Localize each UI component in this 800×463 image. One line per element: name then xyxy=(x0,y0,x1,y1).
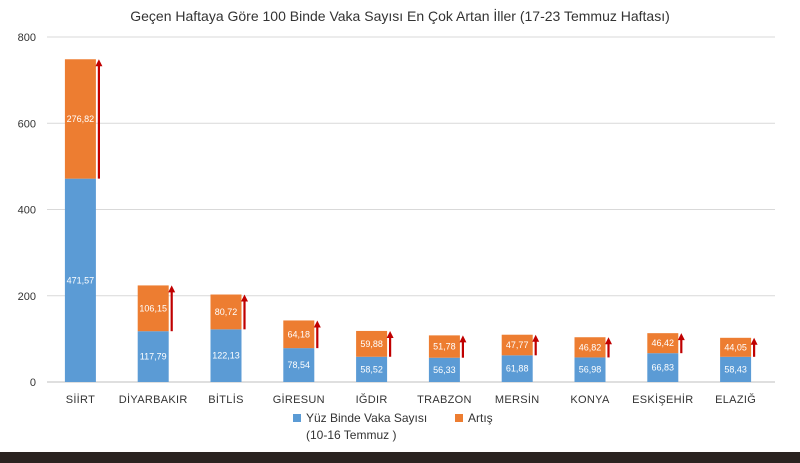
bar-increase-9 xyxy=(720,337,752,357)
data-label-base: 122,13 xyxy=(212,351,240,361)
increase-arrow-head xyxy=(459,335,467,343)
data-label-base: 56,98 xyxy=(579,365,602,375)
data-label-increase: 80,72 xyxy=(215,307,238,317)
legend-label: Yüz Binde Vaka Sayısı xyxy=(306,411,427,425)
data-label-base: 61,88 xyxy=(506,364,529,374)
data-label-base: 56,33 xyxy=(433,365,456,375)
bar-base-7 xyxy=(574,357,606,382)
x-axis: SİİRT DİYARBAKIR BİTLİS GİRESUN IĞDIR TRABZON… xyxy=(66,393,756,406)
category-label: ELAZIĞ xyxy=(715,393,756,406)
bar-base-2 xyxy=(210,329,242,382)
increase-arrow-head xyxy=(677,333,685,341)
increase-arrow-head xyxy=(750,337,758,345)
bottom-strip xyxy=(0,452,800,463)
legend-label: Artış xyxy=(468,411,493,425)
bar-increase-8 xyxy=(647,333,679,354)
bar-base-0 xyxy=(64,178,96,382)
data-label-increase: 51,78 xyxy=(433,342,456,352)
data-label-increase: 46,42 xyxy=(652,338,675,348)
y-tick-label: 400 xyxy=(18,205,36,217)
y-tick-label: 600 xyxy=(18,118,36,130)
y-axis: 0 200 400 600 800 xyxy=(18,32,36,389)
bar-base-5 xyxy=(428,357,460,382)
data-label-increase: 59,88 xyxy=(360,339,383,349)
stacked-bar-chart: Geçen Haftaya Göre 100 Binde Vaka Sayısı… xyxy=(18,7,775,442)
category-label: TRABZON xyxy=(417,394,472,406)
legend: Yüz Binde Vaka Sayısı (10-16 Temmuz ) Artı… xyxy=(293,411,493,442)
increase-arrow-head xyxy=(386,330,394,338)
chart-title: Geçen Haftaya Göre 100 Binde Vaka Sayısı… xyxy=(130,7,670,24)
increase-arrow-head xyxy=(532,334,540,342)
data-label-base: 471,57 xyxy=(67,275,95,285)
legend-swatch-increase xyxy=(455,414,463,422)
data-label-increase: 276,82 xyxy=(67,114,95,124)
bar-increase-2 xyxy=(210,294,242,330)
category-label: BİTLİS xyxy=(208,393,243,406)
category-label: KONYA xyxy=(570,394,610,406)
bars: 471,57 276,82 117,79 106,15 122,13 80,72 78,54… xyxy=(64,59,758,382)
category-label: IĞDIR xyxy=(356,393,388,406)
category-label: DİYARBAKIR xyxy=(119,393,188,406)
data-label-increase: 64,18 xyxy=(288,329,311,339)
data-label-base: 78,54 xyxy=(288,360,311,370)
bar-base-1 xyxy=(137,331,169,382)
bar-increase-3 xyxy=(283,320,315,349)
data-label-base: 58,52 xyxy=(360,364,383,374)
increase-arrow-head xyxy=(168,285,176,293)
data-label-base: 117,79 xyxy=(140,352,167,362)
bar-base-4 xyxy=(356,356,388,382)
legend-swatch-base xyxy=(293,414,301,422)
bar-increase-7 xyxy=(574,337,606,358)
data-label-base: 58,43 xyxy=(724,364,747,374)
bar-increase-4 xyxy=(356,330,388,357)
bar-increase-1 xyxy=(137,285,169,332)
data-label-base: 66,83 xyxy=(652,363,675,373)
increase-arrow-head xyxy=(605,337,612,345)
y-tick-label: 0 xyxy=(30,377,36,389)
y-tick-label: 800 xyxy=(18,32,36,44)
data-label-increase: 44,05 xyxy=(724,342,747,352)
legend-label: (10-16 Temmuz ) xyxy=(306,428,396,442)
bar-increase-5 xyxy=(428,335,460,358)
y-tick-label: 200 xyxy=(18,291,36,303)
data-label-increase: 106,15 xyxy=(139,303,167,313)
bar-base-9 xyxy=(720,356,752,382)
increase-arrow-head xyxy=(313,320,321,328)
category-label: ESKİŞEHİR xyxy=(632,393,693,406)
chart-frame: Geçen Haftaya Göre 100 Binde Vaka Sayısı… xyxy=(17,7,775,442)
increase-arrow-head xyxy=(241,294,248,302)
bar-base-8 xyxy=(647,353,679,382)
category-label: MERSİN xyxy=(495,393,540,406)
bar-base-6 xyxy=(501,355,533,382)
category-label: GİRESUN xyxy=(273,393,325,406)
bar-increase-6 xyxy=(501,334,533,356)
category-label: SİİRT xyxy=(66,393,95,406)
data-label-increase: 47,77 xyxy=(506,340,529,350)
data-label-increase: 46,82 xyxy=(579,342,602,352)
bar-increase-0 xyxy=(64,59,96,179)
bar-base-3 xyxy=(283,348,315,382)
increase-arrow-head xyxy=(95,59,103,67)
